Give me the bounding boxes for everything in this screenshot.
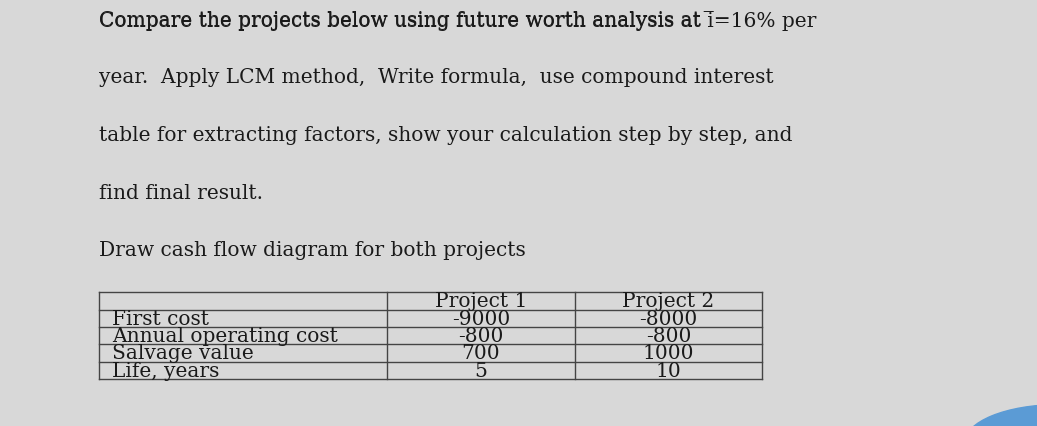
Text: 700: 700 [461,344,500,363]
Circle shape [964,405,1037,426]
Text: Salvage value: Salvage value [112,344,254,363]
Text: year.  Apply LCM method,  Write formula,  use compound interest: year. Apply LCM method, Write formula, u… [99,68,774,87]
Bar [0,0,78,426]
Text: table for extracting factors, show your calculation step by step, and: table for extracting factors, show your … [99,126,792,144]
Text: -800: -800 [646,326,691,345]
Text: -8000: -8000 [640,309,698,328]
Text: 10: 10 [655,361,681,380]
Text: Compare the projects below using future worth analysis at: Compare the projects below using future … [99,11,707,29]
Text: 5: 5 [475,361,487,380]
Text: Compare the projects below using future worth analysis at i̅=16% per: Compare the projects below using future … [99,11,816,31]
Text: find final result.: find final result. [99,183,262,202]
Bar [0,388,1037,426]
Text: First cost: First cost [112,309,209,328]
Text: -9000: -9000 [452,309,510,328]
Text: Draw cash flow diagram for both projects: Draw cash flow diagram for both projects [99,241,526,259]
Text: Project 2: Project 2 [622,292,714,311]
Text: Life, years: Life, years [112,361,220,380]
Text: -800: -800 [458,326,504,345]
Text: Project 1: Project 1 [435,292,527,311]
Text: 1000: 1000 [643,344,694,363]
Text: Annual operating cost: Annual operating cost [112,326,338,345]
